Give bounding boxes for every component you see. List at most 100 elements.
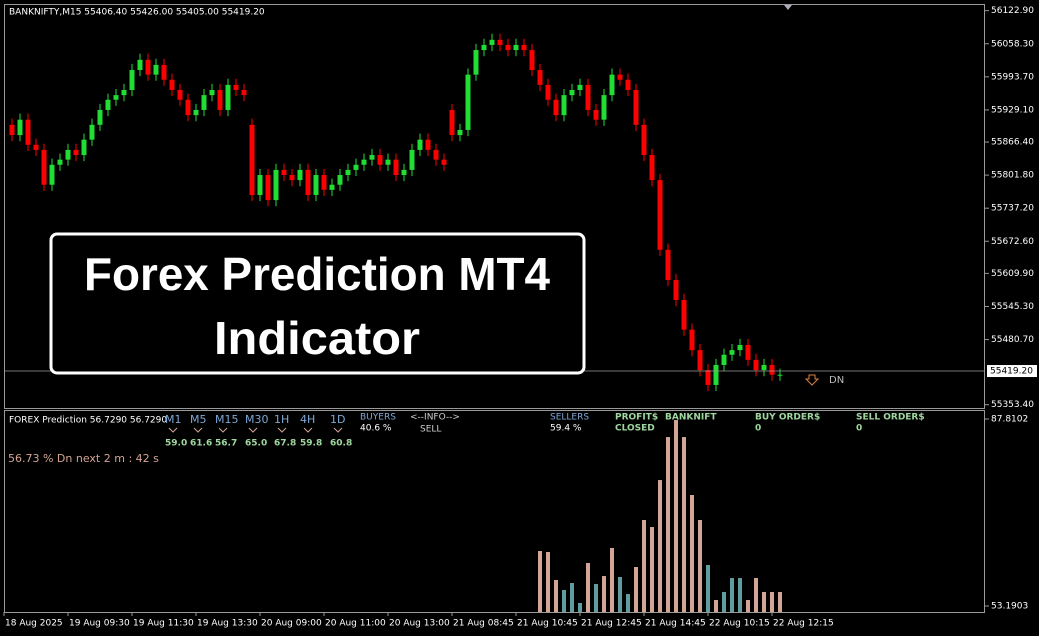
y-tick-label: 56122.90 bbox=[991, 6, 1034, 16]
candle-body bbox=[161, 64, 167, 80]
y-tick-label: 55993.70 bbox=[991, 72, 1034, 82]
y-tick-label: 55929.10 bbox=[991, 105, 1034, 115]
candle-body bbox=[577, 84, 583, 91]
timeframe-value: 59.8 bbox=[300, 439, 322, 449]
timeframe-arrow bbox=[193, 427, 203, 433]
candle-body bbox=[217, 90, 223, 110]
histogram-bar bbox=[586, 563, 590, 612]
candle-body bbox=[289, 175, 295, 181]
histogram-bar bbox=[634, 567, 638, 612]
histogram-bar bbox=[562, 590, 566, 612]
x-tick-label: 19 Aug 09:30 bbox=[69, 619, 130, 629]
candle-body bbox=[177, 90, 183, 100]
histogram-bar bbox=[618, 576, 622, 612]
histogram-bar bbox=[546, 551, 550, 612]
histogram-bar bbox=[754, 578, 758, 612]
timeframes: M1 59.0 M5 61.6 M15 56.7 M30 65.0 1H 67.8 4H 59.8 1D… bbox=[165, 413, 352, 449]
buy-orders-value: 0 bbox=[755, 424, 761, 434]
candle-body bbox=[169, 79, 175, 91]
buy-orders-label: BUY ORDER$ bbox=[755, 413, 820, 423]
candle-body bbox=[377, 155, 383, 165]
candle-body bbox=[273, 169, 279, 201]
timeframe-name: 1H bbox=[274, 413, 289, 426]
candle-body bbox=[601, 95, 607, 120]
symbol: BANKNIFT bbox=[665, 413, 717, 423]
info-label: <--INFO--> bbox=[410, 413, 460, 423]
candle-body bbox=[737, 345, 743, 351]
timeframe-value: 65.0 bbox=[245, 439, 267, 449]
histogram-bar bbox=[658, 480, 662, 612]
candle-body bbox=[153, 64, 159, 75]
y-tick-label: 55737.20 bbox=[991, 204, 1034, 214]
indicator-pane-frame bbox=[4, 410, 985, 613]
candle-body bbox=[745, 345, 751, 360]
sell-orders-value: 0 bbox=[856, 424, 862, 434]
candle-body bbox=[449, 109, 455, 136]
timeframe-value: 60.8 bbox=[330, 439, 352, 449]
sellers-label: SELLERS bbox=[550, 413, 589, 423]
candle-body bbox=[409, 149, 415, 170]
candle-body bbox=[721, 354, 727, 365]
x-tick-label: 22 Aug 10:15 bbox=[709, 619, 770, 629]
histogram-bar bbox=[602, 576, 606, 612]
histogram-bar bbox=[762, 592, 766, 612]
histogram-bar bbox=[722, 592, 726, 612]
histogram-bar bbox=[594, 584, 598, 612]
x-tick-label: 20 Aug 09:00 bbox=[261, 619, 322, 629]
timeframe-value: 56.7 bbox=[215, 439, 237, 449]
candle-body bbox=[761, 364, 767, 371]
candle-body bbox=[401, 169, 407, 176]
candle-body bbox=[305, 169, 311, 195]
timeframe-arrow bbox=[168, 427, 178, 433]
histogram-bar bbox=[666, 437, 670, 612]
candle-body bbox=[385, 159, 391, 165]
banner-line: Indicator bbox=[214, 312, 420, 364]
candle-body bbox=[657, 180, 663, 250]
candle-body bbox=[73, 149, 79, 156]
y-tick-label: 55545.30 bbox=[991, 302, 1034, 312]
candle-body bbox=[673, 279, 679, 300]
candle-body bbox=[625, 79, 631, 91]
y-tick-label: 55672.60 bbox=[991, 237, 1034, 247]
candle-body bbox=[393, 159, 399, 176]
main-pane-frame bbox=[4, 4, 985, 409]
candle-body bbox=[49, 164, 55, 185]
candle-body bbox=[433, 149, 439, 160]
candle-body bbox=[665, 249, 671, 280]
y-tick-label: 55801.80 bbox=[991, 171, 1034, 181]
buyers-label: BUYERS bbox=[360, 413, 396, 423]
signal-label: DN bbox=[829, 375, 844, 386]
x-tick-label: 22 Aug 12:15 bbox=[773, 619, 834, 629]
histogram-bar bbox=[714, 600, 718, 612]
candle-body bbox=[425, 139, 431, 150]
histogram-bar bbox=[674, 420, 678, 612]
candle-body bbox=[473, 50, 479, 75]
candle-body bbox=[81, 139, 87, 156]
candle-body bbox=[25, 119, 31, 145]
x-tick-label: 21 Aug 14:45 bbox=[645, 619, 706, 629]
timeframe-name: M1 bbox=[165, 413, 182, 426]
candle-body bbox=[553, 99, 559, 116]
sellers-value: 59.4 % bbox=[550, 424, 582, 434]
x-tick-label: 19 Aug 13:30 bbox=[197, 619, 258, 629]
candle-body bbox=[249, 124, 255, 195]
timeframe-arrow bbox=[248, 427, 258, 433]
info-value: SELL bbox=[420, 425, 441, 435]
histogram-bar bbox=[770, 592, 774, 612]
candle-body bbox=[489, 39, 495, 45]
timeframe-arrow bbox=[333, 427, 343, 433]
timeframe-name: M15 bbox=[215, 413, 239, 426]
candle-body bbox=[497, 39, 503, 45]
candle-body bbox=[353, 164, 359, 170]
candle-body bbox=[129, 70, 135, 91]
timeframe-value: 59.0 bbox=[165, 439, 187, 449]
candle-body bbox=[769, 364, 775, 375]
candle-body bbox=[233, 84, 239, 91]
timeframe-value: 61.6 bbox=[190, 439, 212, 449]
candle-body bbox=[481, 44, 487, 51]
x-tick-label: 21 Aug 08:45 bbox=[453, 619, 514, 629]
candle-body bbox=[145, 59, 151, 75]
histogram-bar bbox=[682, 437, 686, 612]
y-tick-label: 55480.70 bbox=[991, 335, 1034, 345]
y-tick-label: 87.8102 bbox=[991, 414, 1028, 424]
